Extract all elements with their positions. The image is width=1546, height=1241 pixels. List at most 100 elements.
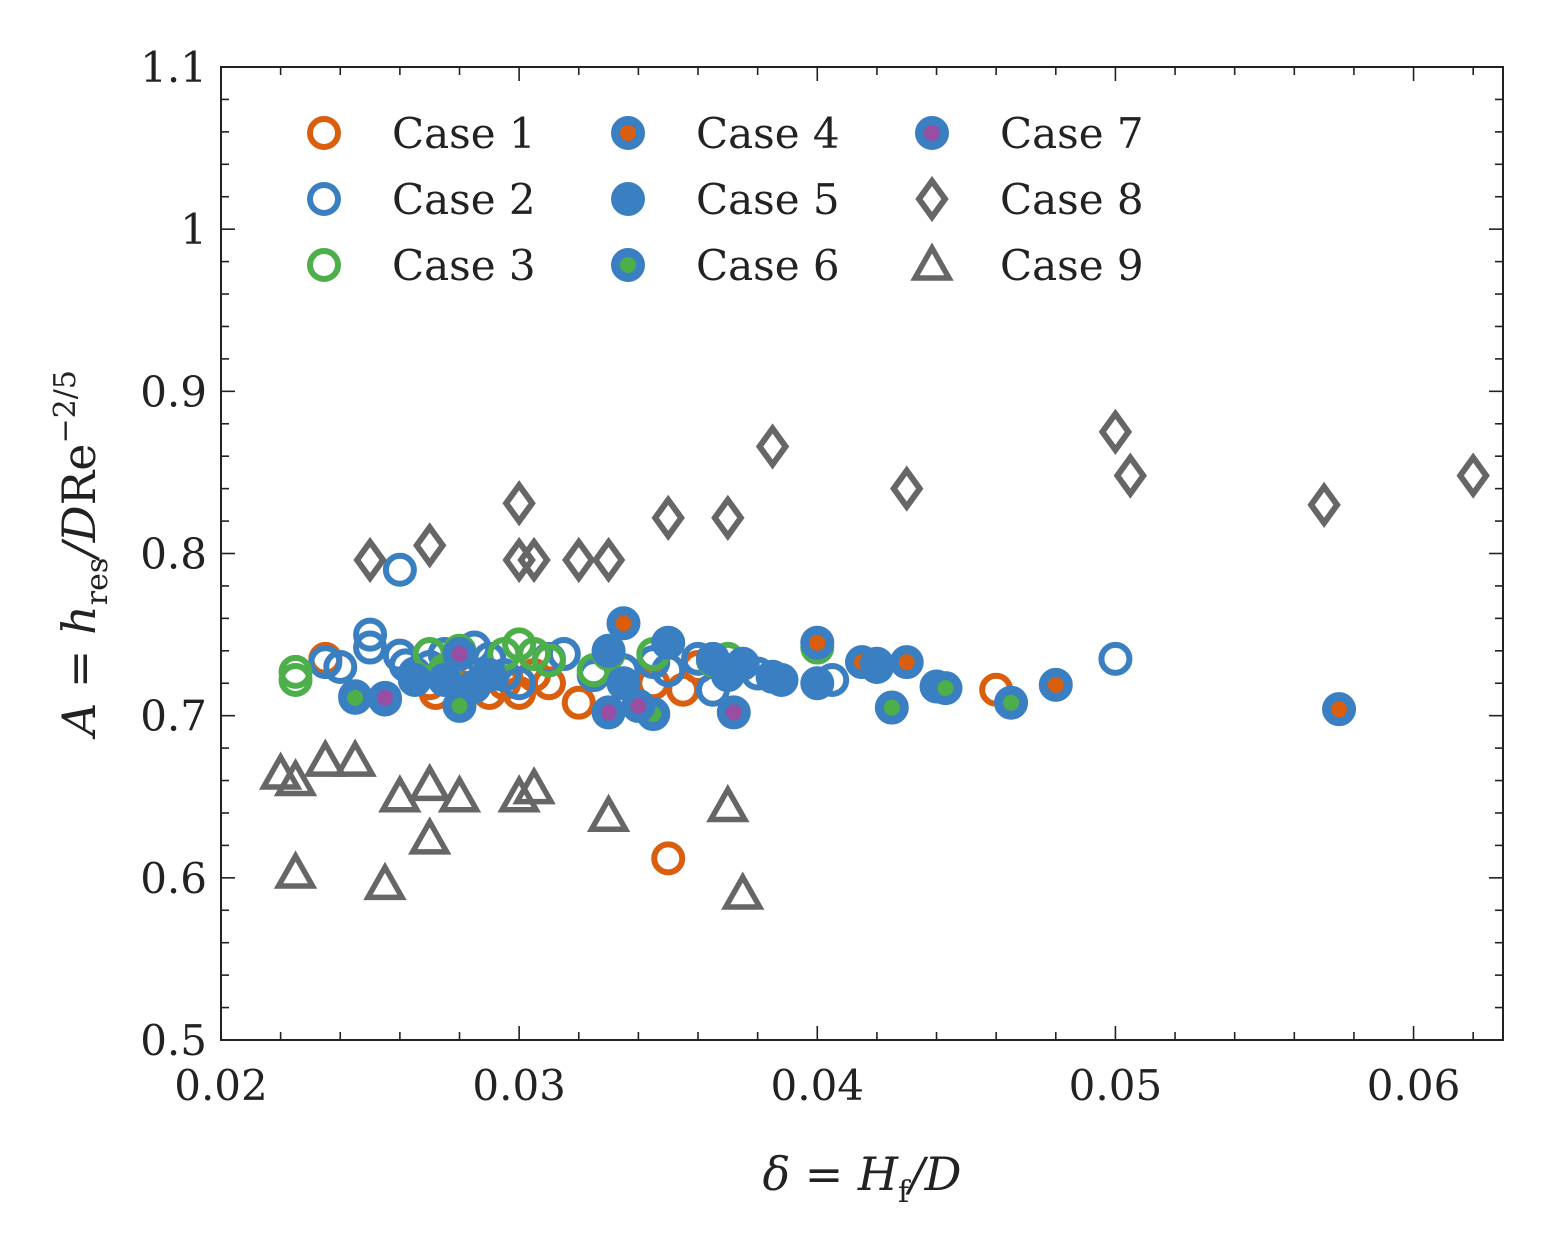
case-9-point: [512, 766, 556, 805]
x-tick-labels: 0.02 0.03 0.04 0.05 0.06: [174, 1061, 1460, 1110]
case-2-point: [353, 617, 388, 652]
case-8-point: [517, 536, 551, 584]
legend-marker-case-4-center: [620, 125, 636, 141]
legend-label-case-5: Case 5: [696, 175, 840, 224]
case-4-point-center: [898, 654, 915, 671]
case-3-point: [278, 662, 313, 697]
y-tick-label: 0.7: [140, 692, 207, 741]
case-7-point-center: [600, 704, 617, 721]
legend-marker-case-2: [307, 182, 341, 216]
case-9-point: [586, 793, 631, 832]
case-4-point-center: [615, 615, 632, 632]
axis-ticks: [220, 66, 1503, 1041]
case-8-point: [755, 423, 790, 470]
legend-marker-case-9: [910, 242, 954, 281]
case-9-point: [273, 850, 318, 889]
case-8-point: [1098, 408, 1133, 455]
series-case-7: [367, 637, 751, 730]
y-tick-label: 0.6: [140, 854, 207, 903]
case-6-point-center: [937, 680, 954, 697]
x-tick-label: 0.06: [1367, 1061, 1461, 1110]
case-5-point: [859, 646, 894, 681]
case-9-point: [303, 738, 348, 777]
case-6-point-center: [1003, 694, 1020, 711]
case-9-point: [706, 783, 750, 823]
case-3-point: [531, 643, 566, 678]
legend-label-case-3: Case 3: [392, 241, 536, 290]
case-5-point: [397, 662, 432, 697]
case-8-point: [1307, 481, 1341, 528]
legend-marker-case-5: [611, 182, 645, 216]
legend-marker-case-6-center: [620, 257, 636, 273]
legend-marker-case-8: [915, 175, 949, 223]
legend-label-case-4: Case 4: [696, 109, 840, 158]
legend-label-case-6: Case 6: [696, 241, 840, 290]
legend: Case 1 Case 2 Case 3 Case 4 Case 5 Case 6 Case…: [307, 109, 1144, 290]
x-tick-label: 0.04: [771, 1061, 865, 1110]
case-7-point-center: [725, 704, 742, 721]
legend-label-case-8: Case 8: [1000, 175, 1144, 224]
case-8-point: [591, 536, 626, 584]
data-points: [258, 408, 1490, 910]
case-2-point: [353, 630, 388, 665]
case-8-point: [562, 536, 596, 584]
case-9-point: [273, 757, 318, 797]
case-8-point: [711, 494, 745, 541]
x-tick-label: 0.05: [1069, 1061, 1163, 1110]
case-4-point-center: [1331, 701, 1348, 718]
case-9-point: [378, 774, 422, 813]
y-tick-labels: 0.5 0.6 0.7 0.8 0.9 1 1.1: [140, 43, 207, 1065]
case-2-point: [382, 552, 417, 587]
case-9-point: [333, 738, 377, 777]
x-tick-label: 0.02: [174, 1061, 268, 1110]
case-2-point: [323, 650, 358, 685]
case-9-point: [363, 861, 407, 901]
y-tick-label: 0.8: [140, 530, 207, 579]
case-7-point-center: [376, 689, 393, 706]
legend-marker-case-3: [307, 248, 341, 282]
series-case-8: [353, 408, 1490, 584]
case-5-point: [651, 625, 686, 660]
case-9-point: [437, 774, 482, 813]
case-2-point: [308, 645, 343, 680]
legend-marker-case-1: [307, 116, 341, 150]
legend-marker-case-7-center: [924, 125, 940, 141]
case-9-point: [497, 774, 541, 813]
x-tick-label: 0.03: [472, 1061, 566, 1110]
case-9-point: [407, 762, 452, 802]
case-7-point-center: [451, 646, 468, 663]
y-tick-label: 0.5: [140, 1016, 207, 1065]
case-2-point: [1098, 641, 1133, 676]
case-1-point: [561, 685, 596, 720]
case-5-point: [800, 666, 835, 701]
case-5-point: [764, 662, 799, 697]
case-4-point-center: [1047, 676, 1064, 693]
series-case-9: [258, 738, 765, 910]
case-6-point-center: [883, 699, 900, 716]
case-2-point: [502, 666, 537, 701]
plot-frame: [220, 66, 1504, 1041]
case-8-point: [1113, 452, 1148, 499]
case-8-point: [412, 522, 447, 569]
case-6-point-center: [347, 689, 364, 706]
legend-label-case-9: Case 9: [1000, 241, 1144, 290]
legend-label-case-2: Case 2: [392, 175, 536, 224]
y-tick-label: 0.9: [140, 367, 207, 416]
case-9-point: [721, 871, 765, 910]
case-8-point: [651, 494, 685, 541]
y-tick-label: 1.1: [140, 43, 207, 92]
case-8-point: [502, 480, 536, 527]
case-5-point: [725, 646, 760, 681]
case-8-point: [353, 536, 387, 584]
case-5-point: [591, 633, 626, 668]
y-tick-label: 1: [180, 205, 207, 254]
y-axis-title: A = hres/DRe−2/5: [48, 370, 115, 740]
case-7-point-center: [630, 697, 647, 714]
case-8-point: [890, 465, 924, 512]
legend-label-case-1: Case 1: [392, 109, 536, 158]
case-1-point: [651, 841, 686, 876]
legend-label-case-7: Case 7: [1000, 109, 1144, 158]
case-8-point: [1456, 452, 1490, 499]
case-4-point-center: [809, 634, 826, 651]
